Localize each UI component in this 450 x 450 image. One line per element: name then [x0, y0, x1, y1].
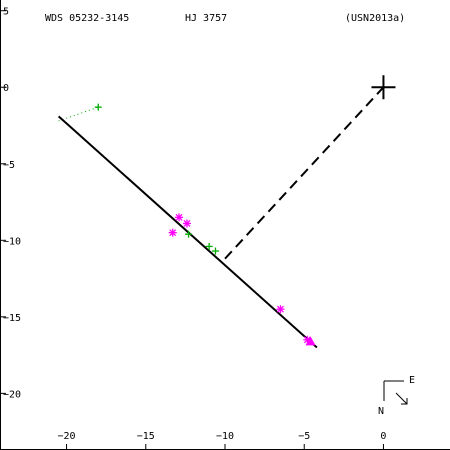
observation-asterisk-marker	[175, 213, 184, 222]
x-tick-label: −10	[216, 431, 234, 442]
orbit-reference: (USN2013a)	[345, 13, 405, 24]
observation-asterisk-marker	[276, 305, 285, 314]
observation-plus-marker	[211, 247, 219, 255]
observation-plus-marker	[205, 242, 213, 250]
observation-asterisk-marker	[168, 228, 177, 237]
y-tick-label: −10	[3, 236, 21, 247]
compass-rose: E N	[378, 375, 415, 417]
y-tick-label: −5	[3, 160, 15, 171]
discoverer-designation: HJ 3757	[185, 13, 227, 24]
y-tick-label: 5	[3, 7, 9, 18]
x-tick-label: 0	[380, 431, 386, 442]
x-tick-label: −5	[298, 431, 310, 442]
projection-dashed-line	[224, 86, 385, 260]
y-tick-label: −20	[3, 389, 21, 400]
first-observation-link	[58, 106, 99, 122]
primary-star-marker	[371, 75, 396, 100]
y-tick-label: −15	[3, 313, 21, 324]
compass-arrow-icon	[395, 392, 408, 405]
y-tick-label: 0	[3, 83, 9, 94]
observation-triangle-marker	[305, 336, 316, 346]
observation-plus-marker	[185, 230, 193, 238]
orbit-line	[57, 115, 318, 349]
compass-east-label: E	[409, 375, 415, 386]
wds-identifier: WDS 05232-3145	[45, 13, 129, 24]
observation-plus-marker	[94, 103, 102, 111]
chart-marks	[57, 75, 396, 349]
x-tick-label: −20	[58, 431, 76, 442]
compass-north-label: N	[378, 406, 384, 417]
observation-asterisk-marker	[182, 219, 191, 228]
x-tick-label: −15	[137, 431, 155, 442]
